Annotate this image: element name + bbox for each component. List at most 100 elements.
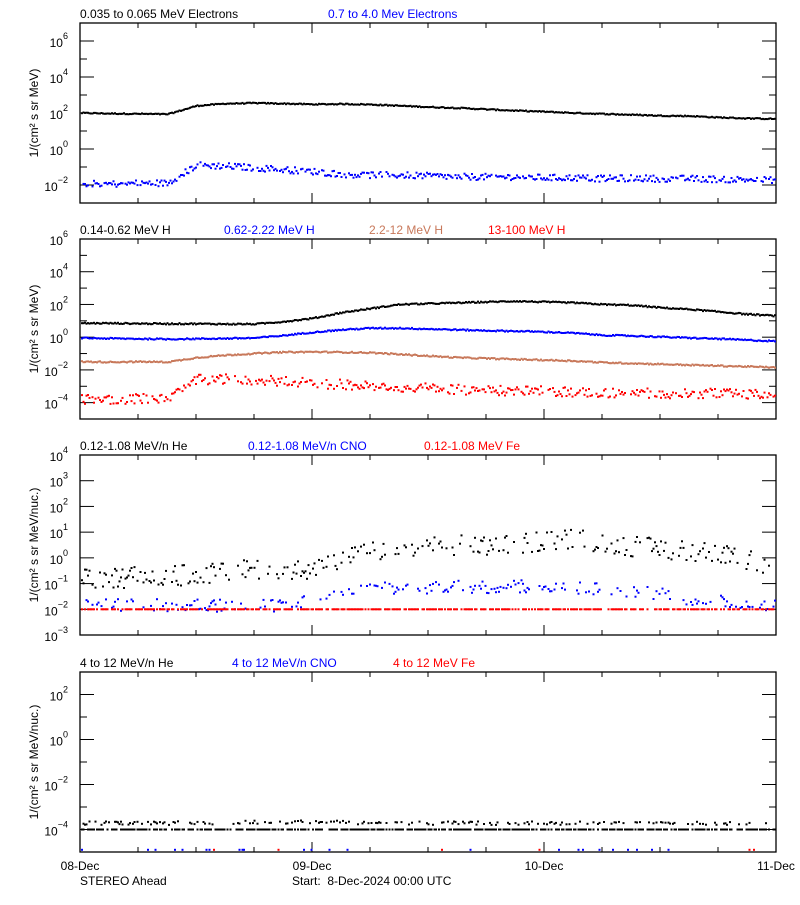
data-point	[432, 582, 434, 585]
data-point	[624, 334, 626, 337]
data-point	[315, 573, 317, 576]
data-point	[189, 580, 191, 583]
data-point	[340, 176, 343, 178]
data-point	[100, 828, 103, 831]
data-point	[541, 391, 544, 394]
data-point	[709, 364, 712, 367]
data-point	[564, 301, 566, 304]
data-point	[283, 334, 286, 337]
data-point	[424, 328, 427, 331]
data-point	[531, 300, 533, 303]
data-point	[517, 330, 520, 333]
data-point	[580, 332, 583, 335]
data-point	[304, 317, 307, 320]
data-point	[594, 334, 596, 337]
data-point	[511, 608, 514, 611]
data-point	[238, 353, 241, 356]
data-point	[270, 321, 272, 324]
data-point	[418, 105, 421, 108]
data-point	[505, 587, 508, 590]
data-point	[579, 608, 581, 611]
legend-label: 0.7 to 4.0 Mev Electrons	[328, 7, 457, 21]
data-point	[247, 378, 250, 381]
data-point	[153, 820, 155, 823]
data-point	[208, 165, 211, 168]
data-point	[289, 103, 292, 106]
data-point	[439, 328, 442, 331]
data-point	[735, 365, 737, 368]
data-point	[301, 821, 304, 823]
data-point	[372, 828, 374, 831]
data-point	[459, 828, 461, 831]
data-point	[609, 828, 611, 831]
data-point	[691, 363, 694, 366]
data-point	[435, 390, 437, 393]
data-point	[85, 336, 88, 339]
data-point	[765, 822, 767, 825]
data-point	[615, 394, 617, 397]
data-point	[414, 328, 416, 330]
data-point	[196, 322, 199, 325]
data-point	[550, 358, 553, 361]
data-point	[574, 302, 577, 305]
data-point	[132, 322, 134, 325]
data-point	[655, 395, 658, 398]
data-point	[82, 336, 85, 339]
data-point	[139, 399, 142, 402]
data-point	[441, 174, 443, 176]
data-point	[508, 828, 511, 831]
data-point	[420, 828, 422, 831]
data-point	[165, 828, 167, 831]
data-point	[547, 300, 550, 303]
data-point	[723, 311, 725, 314]
data-point	[283, 320, 286, 323]
data-point	[526, 821, 529, 823]
data-point	[106, 183, 109, 186]
data-point	[748, 821, 751, 824]
data-point	[312, 103, 314, 106]
data-point	[673, 821, 676, 824]
data-point	[94, 337, 97, 340]
data-point	[709, 337, 712, 340]
data-point	[126, 322, 128, 325]
data-point	[123, 112, 125, 115]
data-point	[190, 106, 193, 109]
data-point	[756, 340, 758, 343]
data-point	[306, 380, 308, 383]
data-point	[649, 335, 652, 337]
data-point	[310, 317, 313, 320]
data-point	[696, 828, 698, 831]
data-point	[270, 165, 272, 167]
data-point	[121, 828, 124, 831]
data-point	[601, 534, 604, 537]
data-point	[660, 540, 662, 543]
data-point	[163, 578, 166, 580]
data-point	[753, 365, 755, 368]
data-point	[406, 171, 409, 174]
data-point	[423, 608, 425, 611]
data-point	[624, 362, 626, 365]
data-point	[523, 110, 526, 112]
data-point	[292, 351, 295, 354]
data-point	[291, 320, 293, 323]
data-point	[774, 340, 776, 343]
data-point	[763, 828, 766, 831]
data-point	[702, 363, 704, 366]
data-point	[132, 112, 134, 115]
data-point	[354, 828, 356, 831]
data-point	[295, 169, 298, 172]
data-point	[610, 593, 613, 596]
data-point	[534, 330, 536, 333]
data-point	[543, 548, 545, 550]
data-point	[322, 169, 325, 172]
data-point	[127, 574, 130, 577]
data-point	[358, 103, 361, 106]
data-point	[372, 608, 374, 611]
x-tick-label: 11-Dec	[757, 859, 795, 873]
data-point	[760, 314, 763, 316]
data-point	[765, 828, 767, 831]
data-point	[453, 328, 455, 331]
data-point	[531, 550, 533, 553]
data-point	[238, 322, 241, 325]
data-point	[162, 608, 164, 611]
